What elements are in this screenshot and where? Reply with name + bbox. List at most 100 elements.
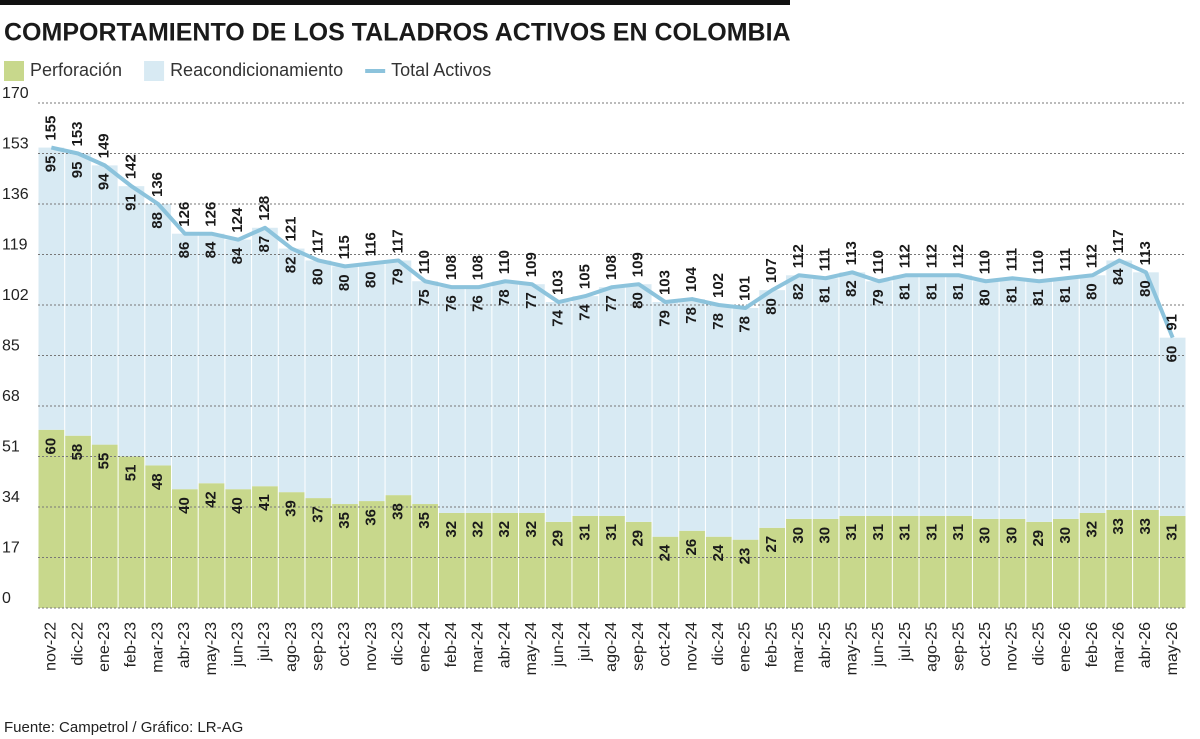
data-label: 95 (42, 156, 59, 173)
data-label: 81 (923, 283, 940, 300)
bar (919, 515, 946, 608)
data-label: 38 (389, 503, 406, 520)
data-label: 36 (363, 509, 380, 526)
data-label: 26 (683, 539, 700, 556)
source: Fuente: Campetrol / Gráfico: LR-AG (4, 719, 243, 736)
data-label: 74 (550, 309, 567, 326)
data-label: 112 (1084, 244, 1101, 268)
data-label: 77 (603, 295, 620, 312)
bar (599, 515, 625, 608)
bar (38, 147, 65, 430)
data-label: 31 (870, 524, 887, 541)
bar (786, 275, 812, 519)
bar (866, 515, 892, 608)
bar (385, 495, 412, 608)
bar (145, 465, 171, 608)
data-label: 112 (923, 244, 940, 268)
data-label: 24 (656, 544, 673, 561)
bar (1079, 275, 1106, 513)
bar (278, 248, 305, 493)
bar (1133, 272, 1159, 510)
data-label: 108 (443, 255, 460, 280)
bar (999, 518, 1026, 608)
x-tick-label: jun-23 (229, 622, 246, 668)
x-tick-label: may-25 (843, 622, 860, 675)
data-label: 110 (496, 250, 513, 274)
data-label: 76 (443, 295, 460, 312)
bar (705, 305, 732, 537)
bar (91, 165, 118, 445)
data-label: 81 (1057, 286, 1074, 303)
x-tick-label: jun-25 (870, 622, 887, 668)
x-tick-label: may-23 (203, 622, 220, 675)
bar (705, 536, 732, 608)
bar (438, 512, 465, 608)
data-label: 27 (763, 536, 780, 553)
y-tick-label: 34 (2, 489, 20, 506)
data-label: 40 (229, 497, 246, 514)
bar (1133, 509, 1159, 608)
bars (38, 147, 1186, 608)
data-label: 24 (710, 544, 727, 561)
data-label: 78 (710, 313, 727, 330)
data-label: 32 (496, 521, 513, 538)
data-label: 42 (203, 491, 220, 508)
data-label: 103 (550, 270, 567, 295)
bar (225, 489, 252, 608)
bar (198, 233, 225, 484)
data-label: 77 (523, 292, 540, 309)
data-label: 79 (870, 289, 887, 306)
data-label: 136 (149, 172, 166, 197)
bar (625, 284, 652, 522)
bar (892, 275, 919, 516)
bar (812, 518, 839, 608)
bar (812, 278, 839, 519)
x-tick-label: jul-25 (897, 622, 914, 662)
legend-swatch (144, 61, 165, 81)
y-tick-label: 153 (2, 136, 29, 153)
x-tick-label: feb-26 (1084, 622, 1101, 667)
data-label: 113 (1137, 241, 1154, 265)
x-tick-label: dic-22 (69, 622, 86, 666)
bar (412, 281, 438, 505)
data-label: 29 (550, 530, 567, 547)
bar (572, 296, 599, 516)
x-tick-label: oct-25 (977, 622, 994, 667)
x-tick-label: ene-23 (96, 622, 113, 672)
data-label: 81 (897, 283, 914, 300)
data-label: 82 (283, 257, 300, 274)
data-label: 94 (96, 173, 113, 190)
data-label: 86 (176, 242, 193, 259)
data-label: 32 (443, 521, 460, 538)
bar (305, 260, 332, 499)
bar (892, 515, 919, 608)
title-rule (0, 0, 790, 5)
bar (732, 307, 759, 540)
data-label: 116 (363, 232, 380, 256)
data-label: 80 (336, 274, 353, 291)
data-label: 128 (256, 196, 273, 221)
x-tick-label: dic-25 (1030, 622, 1047, 666)
y-tick-label: 85 (2, 338, 20, 355)
legend-label: Reacondicionamiento (170, 60, 343, 80)
data-label: 91 (1164, 314, 1181, 331)
data-label: 81 (1030, 289, 1047, 306)
y-tick-label: 0 (2, 590, 11, 607)
x-tick-label: jul-23 (256, 622, 273, 662)
bar (385, 260, 412, 496)
bar (999, 278, 1026, 519)
data-label: 84 (229, 247, 246, 264)
bar (1053, 518, 1079, 608)
bar (252, 227, 278, 487)
bar (679, 299, 705, 531)
data-label: 30 (977, 527, 994, 544)
bar (732, 539, 759, 608)
x-tick-label: ago-23 (283, 622, 300, 672)
legend-swatch (4, 61, 24, 81)
bar (572, 515, 599, 608)
x-tick-label: sep-24 (630, 622, 647, 671)
bar (412, 504, 438, 608)
bar (1106, 260, 1133, 510)
data-label: 55 (96, 453, 113, 470)
